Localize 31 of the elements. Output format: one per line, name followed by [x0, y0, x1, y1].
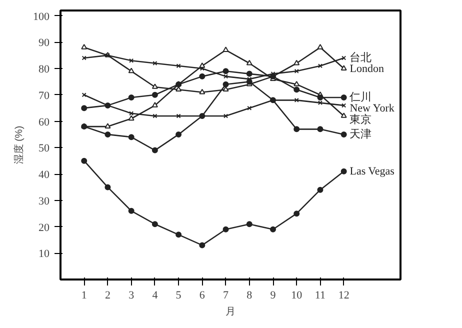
y-tick-label: 10 [38, 248, 50, 260]
y-tick-label: 90 [38, 37, 50, 50]
series-label: New York [350, 102, 395, 115]
series-label: 台北 [350, 50, 372, 64]
y-axis-title: 湿度 (%) [13, 126, 25, 164]
series-label: 天津 [350, 127, 372, 140]
x-tick-label: 6 [199, 290, 206, 302]
x-tick-label: 8 [246, 290, 253, 302]
series-label: London [350, 63, 384, 76]
x-tick-label: 2 [104, 290, 110, 302]
y-tick-label: 80 [38, 64, 50, 76]
x-tick-label: 4 [152, 290, 158, 302]
series-label: 仁川 [350, 90, 372, 104]
x-tick-label: 11 [314, 290, 326, 302]
series-label: 東京 [350, 112, 372, 126]
x-tick-label: 12 [338, 290, 350, 302]
series-label: Las Vegas [350, 165, 394, 178]
y-tick-label: 40 [38, 169, 50, 182]
x-tick-label: 3 [128, 290, 135, 302]
y-tick-label: 60 [38, 116, 50, 128]
x-tick-label: 7 [223, 290, 230, 302]
x-tick-label: 5 [176, 290, 182, 302]
y-tick-label: 20 [38, 222, 50, 234]
x-tick-label: 1 [81, 290, 87, 302]
y-tick-label: 50 [38, 142, 50, 155]
x-tick-label: 9 [270, 290, 276, 302]
x-axis-title: 月 [226, 306, 236, 318]
y-tick-label: 30 [38, 195, 50, 208]
y-tick-label: 70 [38, 90, 50, 102]
x-tick-label: 10 [291, 290, 303, 302]
y-tick-label: 100 [33, 10, 50, 23]
